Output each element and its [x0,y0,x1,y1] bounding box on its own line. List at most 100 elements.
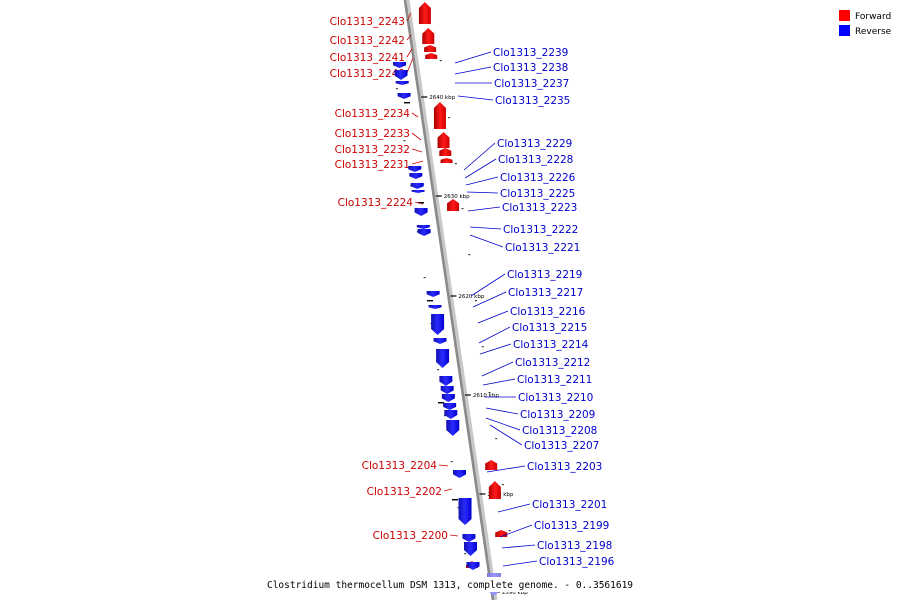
gene-reverse-shape[interactable] [439,376,453,386]
gene-forward[interactable]: Clo1313_2232 [335,144,452,156]
gene-forward[interactable]: Clo1313_2231 [335,158,453,171]
gene-reverse[interactable]: Clo1313_2225 [411,188,576,200]
gene-reverse[interactable]: Clo1313_2196 [466,556,615,570]
gene-reverse-shape[interactable] [410,183,424,189]
minor-tick [457,507,460,509]
gene-forward[interactable]: Clo1313_2241 [330,45,437,64]
gene-forward-shape[interactable] [439,148,452,156]
gene-reverse-shape[interactable] [453,470,467,478]
gene-forward[interactable]: Clo1313_2240 [330,53,438,80]
gene-reverse-shape[interactable] [414,208,428,216]
gene-reverse[interactable]: Clo1313_2214 [436,339,589,368]
gene-reverse-shape[interactable] [408,166,422,172]
gene-reverse-shape[interactable] [428,305,442,309]
gene-reverse-label: Clo1313_2212 [515,357,590,369]
gene-forward[interactable]: Clo1313_2242 [330,28,435,47]
gene-reverse[interactable]: Clo1313_2228 [409,154,573,179]
gene-reverse[interactable]: Clo1313_2201 [458,498,608,525]
gene-reverse[interactable]: Clo1313_2223 [414,202,578,216]
gene-forward-label: Clo1313_2202 [367,486,442,498]
gene-reverse-shape[interactable] [436,349,450,368]
minor-tick [464,553,467,555]
gene-reverse-label: Clo1313_2207 [524,440,599,452]
gene-reverse-shape[interactable] [440,386,454,394]
gene-forward[interactable]: Clo1313_2202 [367,481,501,499]
gene-reverse-shape[interactable] [462,534,476,542]
kbp-label: 2590 kbp [502,590,528,596]
gene-reverse-shape[interactable] [395,81,409,85]
gene-reverse-shape[interactable] [441,394,455,402]
gene-reverse[interactable]: Clo1313_2209 [443,403,595,421]
gene-reverse-shape[interactable] [464,542,478,556]
gene-reverse[interactable]: Clo1313_2212 [439,357,590,386]
gene-reverse-label: Clo1313_2223 [502,202,577,214]
gene-reverse-label: Clo1313_2225 [500,188,575,200]
gene-reverse[interactable]: Clo1313_2237 [395,78,570,90]
gene-forward[interactable]: Clo1313_2233 [335,128,450,148]
gene-reverse[interactable]: Clo1313_2199 [462,520,609,542]
gene-reverse[interactable]: Clo1313_2198 [464,540,612,556]
gene-forward-shape[interactable] [418,2,431,24]
caption: Clostridium thermocellum DSM 1313, compl… [267,580,633,591]
gene-reverse-shape[interactable] [433,338,447,344]
gene-forward-shape[interactable] [433,102,446,129]
minor-tick [443,415,446,417]
kbp-label: 2610 kbp [473,393,499,399]
gene-reverse[interactable]: Clo1313_2217 [428,287,584,309]
gene-forward-shape[interactable] [495,530,508,537]
gene-reverse[interactable]: Clo1313_2207 [446,420,599,452]
gene-reverse-leader [457,95,494,101]
gene-forward[interactable]: Clo1313_2234 [335,102,446,129]
gene-forward-shape[interactable] [440,158,453,163]
gene-reverse[interactable]: Clo1313_2215 [433,322,588,344]
minor-tick [501,484,504,486]
gene-forward-label: Clo1313_2243 [330,16,405,28]
gene-reverse-shape[interactable] [458,498,472,525]
minor-tick [461,208,464,210]
gene-forward[interactable]: Clo1313_2243 [330,2,431,28]
gene-reverse[interactable]: Clo1313_2226 [410,172,576,189]
gene-forward-leader [411,148,423,153]
gene-reverse-shape[interactable] [397,93,411,99]
gene-reverse-shape[interactable] [393,62,407,68]
gene-forward-shape[interactable] [488,481,501,499]
gene-forward-label: Clo1313_2232 [335,144,410,156]
gene-reverse[interactable]: Clo1313_2211 [440,374,593,394]
gene-reverse[interactable]: Clo1313_2219 [426,269,583,297]
gene-reverse[interactable]: Clo1313_2210 [441,392,594,404]
gene-forward-shape[interactable] [424,45,437,52]
gene-forward[interactable]: Clo1313_2204 [362,460,498,472]
gene-reverse-shape[interactable] [394,70,408,80]
gene-reverse-shape[interactable] [426,291,440,297]
gene-reverse-leader [486,465,526,473]
gene-reverse-shape[interactable] [444,410,458,419]
gene-reverse-label: Clo1313_2216 [510,306,586,318]
gene-reverse[interactable]: Clo1313_2239 [393,47,568,68]
gene-reverse-leader [472,291,507,308]
gene-reverse[interactable]: Clo1313_2208 [444,410,597,437]
gene-reverse-shape[interactable] [466,562,480,570]
minor-tick [423,277,426,279]
gene-forward-shape[interactable] [422,28,435,44]
gene-forward-shape[interactable] [437,132,450,148]
gene-reverse[interactable]: Clo1313_2216 [431,306,586,335]
gene-forward-shape[interactable] [447,199,460,211]
gene-reverse[interactable]: Clo1313_2235 [397,93,571,107]
gene-reverse-shape[interactable] [409,173,423,179]
gene-forward-shape[interactable] [485,460,498,470]
gene-reverse-leader [469,226,502,230]
gene-reverse-shape[interactable] [416,225,430,229]
gene-reverse[interactable]: Clo1313_2238 [394,62,569,80]
gene-forward-shape[interactable] [425,53,438,59]
gene-reverse[interactable]: Clo1313_2229 [408,138,572,172]
gene-reverse-shape[interactable] [446,420,460,436]
gene-reverse-shape[interactable] [411,190,425,193]
gene-reverse-label: Clo1313_2237 [494,78,569,90]
gene-reverse-shape[interactable] [431,314,445,335]
gene-reverse[interactable]: Clo1313_2203 [453,461,602,478]
gene-reverse[interactable]: Clo1313_2221 [417,229,581,254]
gene-reverse-shape[interactable] [443,403,457,410]
gene-forward[interactable]: Clo1313_2224 [338,197,460,211]
gene-reverse[interactable]: Clo1313_2222 [416,224,579,236]
gene-reverse-shape[interactable] [417,229,431,236]
